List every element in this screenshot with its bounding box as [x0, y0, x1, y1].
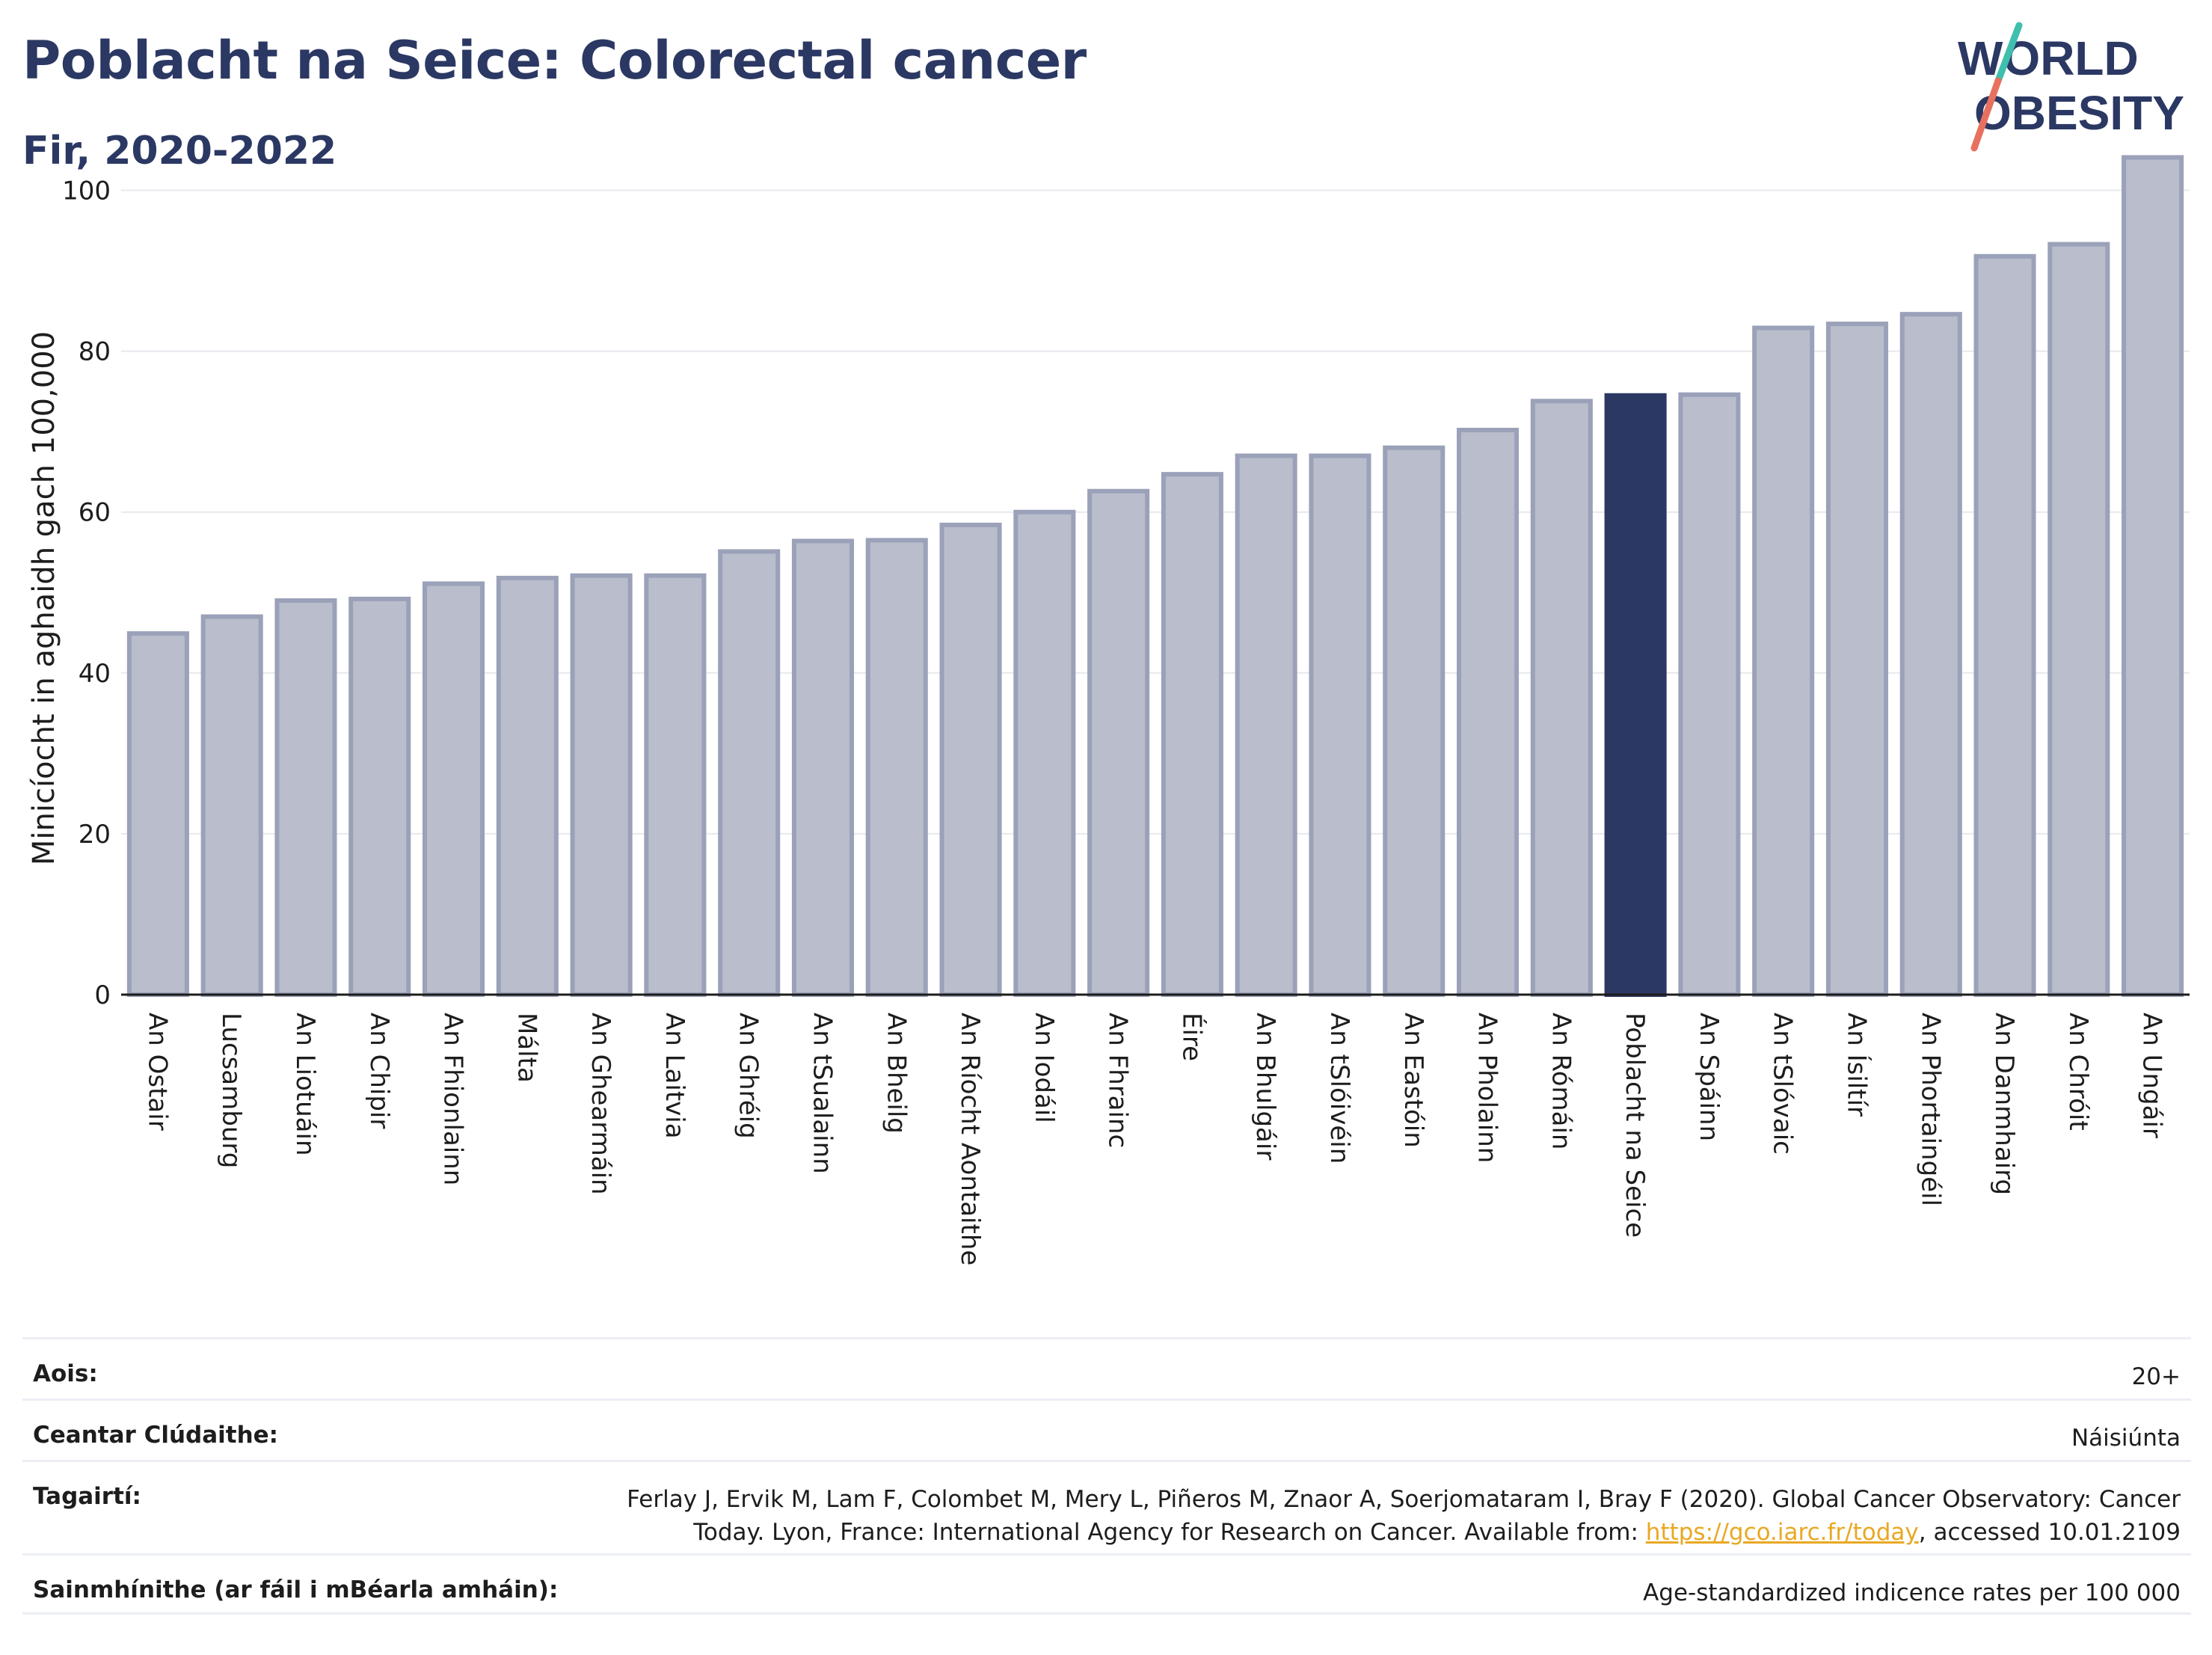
x-tick-label: An Laitvia [660, 1013, 689, 1139]
x-tick-label: An Ungáir [2137, 1013, 2167, 1138]
x-tick-label: An Pholainn [1472, 1013, 1502, 1163]
bar [939, 522, 1002, 997]
x-tick-label: An Ísiltír [1841, 1013, 1872, 1117]
logo-slash-top [1994, 22, 2023, 85]
x-tick-label: An Danmhairg [1989, 1013, 2019, 1195]
bar [2122, 155, 2184, 997]
world-obesity-logo: WORLD OBESITY [1958, 22, 2184, 152]
bars [126, 155, 2184, 998]
bar [274, 598, 337, 997]
bar [1235, 453, 1297, 997]
x-tick-label: An Fhrainc [1103, 1013, 1133, 1148]
y-ticks: 0 20 40 60 80 100 [62, 176, 111, 1010]
bar [200, 614, 263, 998]
x-tick-label: Lucsamburg [216, 1013, 246, 1168]
reference-line1: Ferlay J, Ervik M, Lam F, Colombet M, Me… [627, 1486, 2181, 1513]
x-tick-label: An Eastóin [1398, 1013, 1428, 1148]
info-row-definitions: Sainmhínithe (ar fáil i mBéarla amháin):… [22, 1553, 2191, 1615]
x-tick-label: An Phortaingéil [1915, 1013, 1945, 1206]
x-ticks: An Ostair Lucsamburg An Liotuáin An Chipir A… [142, 1013, 2166, 1265]
x-tick-label: An Rómáin [1546, 1013, 1576, 1149]
reference-line2-pre: Today. Lyon, France: International Agenc… [693, 1519, 1646, 1546]
info-value: Ferlay J, Ervik M, Lam F, Colombet M, Me… [627, 1483, 2181, 1549]
bar [2047, 242, 2110, 997]
y-tick-label: 80 [79, 337, 111, 367]
bar [1087, 488, 1150, 997]
info-value: Age-standardized indicence rates per 100… [1643, 1579, 2181, 1606]
x-tick-label: An tSlóivéin [1324, 1013, 1354, 1164]
bar [1309, 453, 1371, 997]
x-tick-label: An Fhionlainn [438, 1013, 468, 1185]
info-key: Tagairtí: [33, 1483, 141, 1510]
info-row-coverage: Ceantar Clúdaithe: Náisiúnta [22, 1398, 2191, 1460]
x-tick-label: An Ríocht Aontaithe [955, 1013, 985, 1265]
bar [1752, 325, 1815, 997]
logo-line2: OBESITY [1974, 86, 2184, 140]
x-tick-label: Málta [511, 1013, 541, 1083]
bar [423, 581, 485, 997]
bar [1161, 472, 1223, 997]
bar [865, 538, 928, 997]
x-tick-label: An Spáinn [1694, 1013, 1724, 1141]
info-key: Sainmhínithe (ar fáil i mBéarla amháin): [33, 1576, 559, 1603]
bar [1383, 445, 1446, 997]
bar [1530, 399, 1593, 997]
y-axis-label: Minicíocht in aghaidh gach 100,000 [27, 331, 61, 865]
bar [1457, 428, 1520, 997]
info-key: Ceantar Clúdaithe: [33, 1422, 279, 1449]
info-table: Aois: 20+ Ceantar Clúdaithe: Náisiúnta T… [22, 1337, 2191, 1615]
bar [718, 549, 781, 997]
x-tick-label: An Ostair [142, 1013, 172, 1131]
y-tick-label: 20 [79, 820, 111, 850]
bar [1973, 254, 2036, 997]
x-tick-label: An Iodáil [1029, 1013, 1059, 1123]
x-tick-label: An Chipir [364, 1013, 394, 1129]
x-tick-label: An tSualainn [807, 1013, 837, 1174]
bar-highlight [1604, 393, 1667, 997]
bar [791, 538, 854, 997]
bar [644, 573, 707, 997]
x-tick-label: An Chróit [2063, 1013, 2093, 1131]
info-row-references: Tagairtí: Ferlay J, Ervik M, Lam F, Colo… [22, 1460, 2191, 1553]
bar [1013, 509, 1076, 997]
bar [1825, 322, 1888, 998]
chart-title: Poblacht na Seice: Colorectal cancer [22, 30, 1087, 91]
y-tick-label: 0 [94, 980, 111, 1010]
chart-subtitle: Fir, 2020-2022 [22, 129, 337, 174]
bar [1899, 312, 1962, 997]
bar [570, 573, 633, 997]
x-tick-label: Éire [1176, 1013, 1207, 1061]
info-row-age: Aois: 20+ [22, 1337, 2191, 1398]
bar [126, 631, 189, 997]
bar [1678, 392, 1741, 997]
reference-link[interactable]: https://gco.iarc.fr/today [1645, 1519, 1919, 1546]
x-tick-label: An Bheilg [881, 1013, 911, 1134]
x-tick-label: An Liotuáin [290, 1013, 320, 1156]
bar [496, 575, 559, 997]
x-tick-label: Poblacht na Seice [1620, 1013, 1650, 1238]
bar-chart: 0 20 40 60 80 100 An Ostair Lucsamburg An Liotu… [27, 155, 2190, 1265]
y-tick-label: 100 [62, 176, 111, 206]
x-tick-label: An Ghréig [734, 1013, 764, 1139]
y-tick-label: 40 [79, 659, 111, 689]
bar [348, 596, 411, 997]
logo-slash-bottom [1970, 77, 2002, 152]
x-tick-label: An Ghearmáin [586, 1013, 615, 1195]
y-tick-label: 60 [79, 498, 111, 528]
reference-line2-post: , accessed 10.01.2109 [1918, 1519, 2181, 1546]
logo-line1: WORLD [1958, 31, 2139, 85]
info-key: Aois: [33, 1360, 98, 1387]
info-value: 20+ [2131, 1363, 2181, 1390]
x-tick-label: An tSlóvaic [1768, 1013, 1798, 1155]
info-value: Náisiúnta [2071, 1425, 2181, 1452]
x-tick-label: An Bhulgáir [1250, 1013, 1280, 1160]
